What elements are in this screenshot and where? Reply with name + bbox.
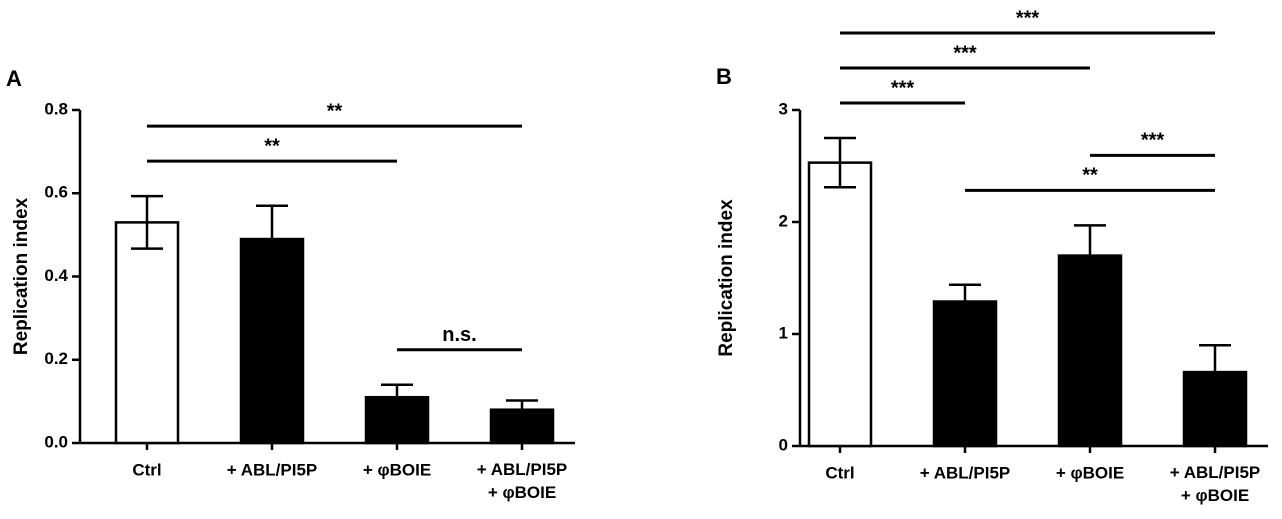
significance-label: ** bbox=[1082, 165, 1098, 187]
bar bbox=[932, 300, 998, 448]
y-tick-label: 0.2 bbox=[44, 349, 68, 368]
significance-label: *** bbox=[1016, 7, 1040, 29]
x-tick-label: Ctrl bbox=[825, 463, 854, 482]
x-tick-label: Ctrl bbox=[132, 460, 161, 479]
bar bbox=[1057, 254, 1123, 448]
y-tick-label: 0 bbox=[779, 435, 788, 454]
panel-label: B bbox=[716, 64, 732, 89]
significance-label: *** bbox=[891, 77, 915, 99]
x-tick-label: + ABL/PI5P + φBOIE bbox=[1170, 463, 1261, 505]
y-tick-label: 0.0 bbox=[44, 432, 68, 451]
bar bbox=[114, 221, 180, 445]
significance-label: n.s. bbox=[442, 324, 476, 346]
significance-label: ** bbox=[327, 100, 343, 122]
x-tick-label: + ABL/PI5P bbox=[227, 460, 318, 479]
y-tick-label: 1 bbox=[779, 323, 788, 342]
x-tick-label: + ABL/PI5P bbox=[920, 463, 1011, 482]
x-tick-label: + ABL/PI5P + φBOIE bbox=[477, 460, 568, 502]
y-tick-label: 3 bbox=[779, 99, 788, 118]
y-axis-title: Replication index bbox=[716, 199, 737, 357]
y-tick-label: 0.8 bbox=[44, 99, 68, 118]
x-tick-label: + φBOIE bbox=[1056, 463, 1124, 482]
bar bbox=[807, 161, 873, 448]
y-tick-label: 0.4 bbox=[44, 266, 68, 285]
significance-label: *** bbox=[1141, 130, 1165, 152]
y-tick-label: 0.6 bbox=[44, 183, 68, 202]
y-axis-title: Replication index bbox=[11, 197, 32, 355]
significance-label: *** bbox=[953, 42, 977, 64]
panel-label: A bbox=[6, 66, 22, 91]
significance-label: ** bbox=[264, 135, 280, 157]
y-tick-label: 2 bbox=[779, 211, 788, 230]
x-tick-label: + φBOIE bbox=[363, 460, 431, 479]
